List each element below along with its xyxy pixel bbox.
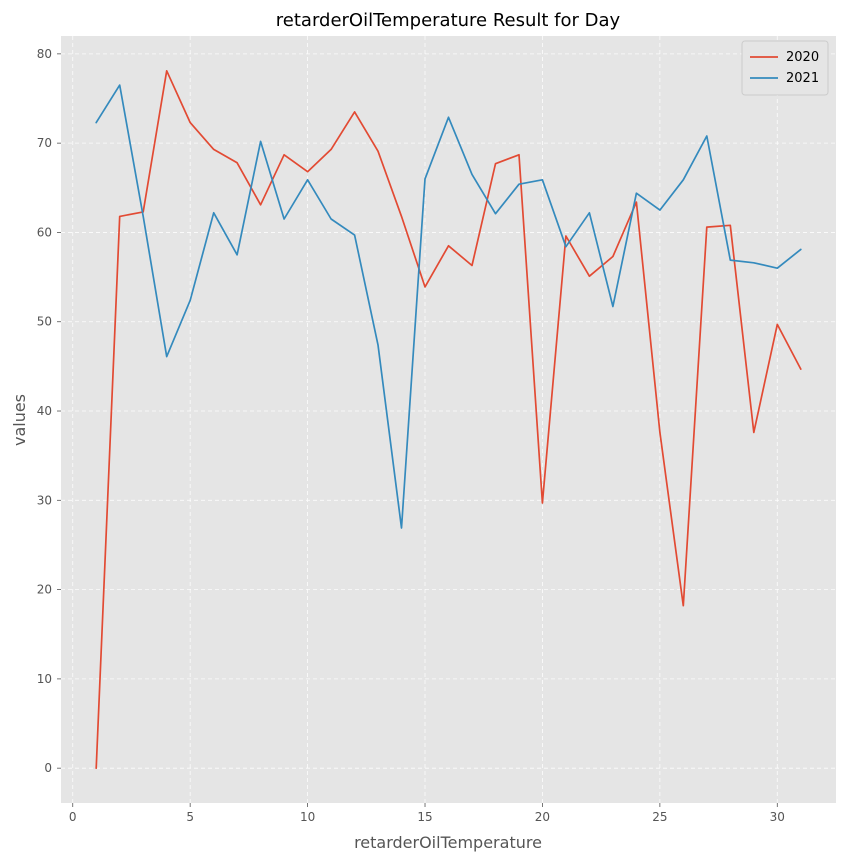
x-tick-label: 15: [417, 810, 432, 824]
y-axis-label: values: [10, 394, 29, 446]
legend-box: [741, 40, 829, 96]
grid-lines: [61, 36, 836, 803]
x-tick-label: 5: [186, 810, 194, 824]
x-tick-label: 20: [535, 810, 550, 824]
series-line-2020: [95, 69, 802, 770]
legend: 2020 2021: [741, 40, 829, 96]
series-line-2021: [95, 84, 802, 529]
series-layer: [95, 69, 802, 770]
legend-label-2020: 2020: [786, 50, 819, 65]
x-tick-label: 30: [770, 810, 785, 824]
x-tick-label: 10: [300, 810, 315, 824]
y-tick-label: 0: [44, 761, 52, 775]
plot-area: [61, 36, 836, 803]
legend-label-2021: 2021: [786, 71, 819, 86]
y-tick-label: 70: [37, 136, 52, 150]
x-axis-label: retarderOilTemperature: [354, 833, 542, 852]
y-tick-label: 10: [37, 672, 52, 686]
y-tick-label: 80: [37, 47, 52, 61]
x-tick-label: 0: [69, 810, 77, 824]
y-tick-label: 30: [37, 493, 52, 507]
chart-title: retarderOilTemperature Result for Day: [276, 10, 621, 31]
y-tick-label: 20: [37, 583, 52, 597]
y-axis: 0 10 20 30 40 50 60 70 80: [37, 47, 61, 775]
x-tick-label: 25: [652, 810, 667, 824]
y-tick-label: 50: [37, 315, 52, 329]
x-axis: 0 5 10 15 20 25 30: [69, 803, 785, 824]
y-tick-label: 60: [37, 225, 52, 239]
y-tick-label: 40: [37, 404, 52, 418]
